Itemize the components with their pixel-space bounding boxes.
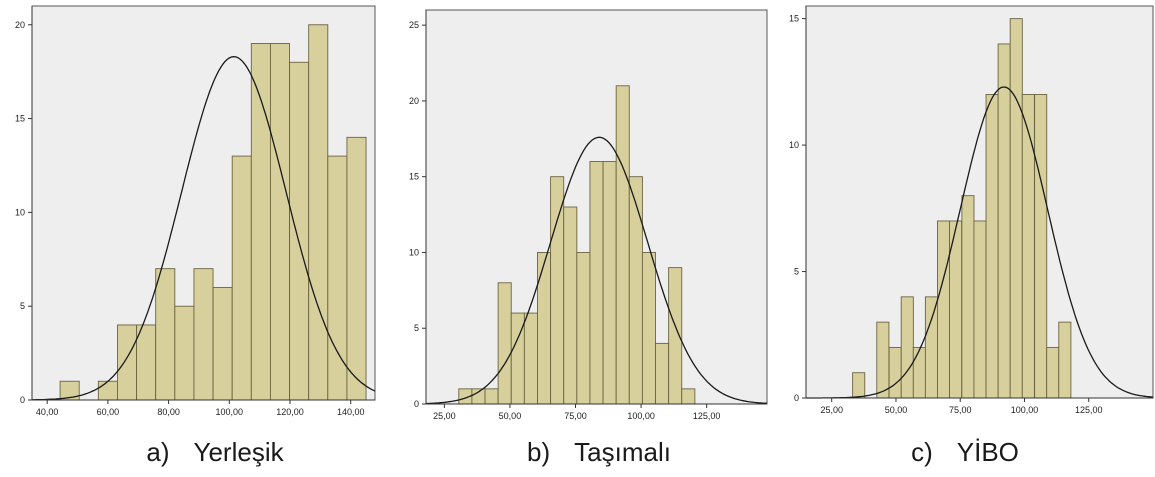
- y-tick-label: 15: [409, 172, 419, 182]
- histogram-bar: [681, 388, 696, 405]
- histogram-bar: [1046, 346, 1060, 399]
- x-tick-label: 25,00: [820, 405, 843, 415]
- histogram-yerlesik: 40,00 60,00 80,00 100,00 120,00 140,00 0 5 10 15 2…: [15, 5, 376, 417]
- x-tick-label: 50,00: [499, 411, 522, 421]
- x-tick-label: 75,00: [564, 411, 587, 421]
- histogram-bar: [212, 286, 233, 401]
- histogram-bar: [576, 252, 591, 405]
- histogram-bar: [523, 312, 538, 405]
- x-tick-label: 75,00: [949, 405, 972, 415]
- x-tick-label: 25,00: [433, 411, 456, 421]
- histogram-bar: [174, 305, 195, 401]
- histogram-bar: [912, 346, 926, 399]
- histogram-bar: [193, 268, 214, 401]
- caption-c-name: YİBO: [956, 437, 1019, 467]
- y-tick-label: 15: [789, 14, 799, 24]
- histogram-bar: [628, 176, 643, 405]
- histogram-yibo: 25,00 50,00 75,00 100,00 125,00 0 5 10 15: [789, 5, 1154, 415]
- histogram-bar: [900, 296, 914, 399]
- histogram-bar: [641, 252, 656, 405]
- y-tick-label: 20: [409, 96, 419, 106]
- histogram-bar: [997, 43, 1011, 399]
- x-tick-label: 100,00: [216, 407, 244, 417]
- histogram-bar: [136, 324, 157, 401]
- histogram-bar: [484, 388, 499, 405]
- histogram-bar: [655, 342, 670, 405]
- histogram-bar: [1009, 18, 1023, 399]
- histogram-bar: [497, 282, 512, 405]
- x-tick-label: 120,00: [276, 407, 304, 417]
- y-tick-label: 5: [414, 323, 419, 333]
- x-tick-label: 60,00: [97, 407, 120, 417]
- histogram-bar: [615, 85, 630, 405]
- x-tick-label: 140,00: [337, 407, 365, 417]
- normal-curve: [32, 56, 376, 401]
- x-tick-label: 100,00: [627, 411, 655, 421]
- y-tick-label: 5: [20, 301, 25, 311]
- caption-b: b) Taşımalı: [449, 437, 749, 468]
- histogram-bar: [1034, 94, 1048, 399]
- caption-a-name: Yerleşik: [193, 437, 284, 467]
- histogram-bar: [961, 195, 975, 399]
- histogram-bar: [269, 43, 291, 401]
- y-tick-label: 0: [794, 393, 799, 403]
- histogram-bar: [250, 43, 271, 401]
- caption-a-letter: a): [146, 437, 170, 467]
- histogram-bar: [888, 346, 902, 399]
- x-tick-label: 80,00: [157, 407, 180, 417]
- caption-c: c) YİBO: [815, 437, 1115, 468]
- y-tick-label: 10: [15, 207, 25, 217]
- x-tick-label: 125,00: [693, 411, 721, 421]
- histogram-bar: [589, 161, 604, 405]
- histogram-bar: [924, 296, 938, 399]
- y-tick-label: 0: [414, 399, 419, 409]
- histogram-bar: [231, 155, 252, 401]
- histogram-bar: [289, 61, 310, 401]
- histogram-bar: [97, 380, 118, 401]
- x-tick-label: 125,00: [1075, 405, 1103, 415]
- histogram-bar: [852, 372, 866, 399]
- x-tick-label: 50,00: [885, 405, 908, 415]
- y-tick-label: 0: [20, 395, 25, 405]
- caption-c-letter: c): [911, 437, 933, 467]
- histogram-panel-a: 40,00 60,00 80,00 100,00 120,00 140,00 0 5 10 15 2…: [0, 0, 380, 430]
- histogram-bar: [471, 388, 486, 405]
- y-tick-label: 5: [794, 267, 799, 277]
- histogram-tasimali: 25,00 50,00 75,00 100,00 125,00 0 5 10 15 20 25: [409, 9, 768, 421]
- y-tick-label: 10: [409, 247, 419, 257]
- histogram-bar: [116, 324, 138, 401]
- histogram-bar: [308, 24, 329, 401]
- y-tick-label: 10: [789, 140, 799, 150]
- histogram-bar: [155, 268, 176, 401]
- histogram-bar: [1021, 94, 1035, 399]
- y-tick-label: 15: [15, 114, 25, 124]
- normal-curve: [426, 136, 768, 405]
- histogram-panel-b: 25,00 50,00 75,00 100,00 125,00 0 5 10 15 20 25: [392, 0, 772, 430]
- normal-curve: [806, 86, 1154, 399]
- histogram-bar: [876, 321, 890, 399]
- caption-b-name: Taşımalı: [574, 437, 671, 467]
- histogram-bar: [537, 252, 552, 405]
- histogram-bar: [985, 94, 999, 399]
- histogram-bar: [346, 136, 367, 401]
- y-tick-label: 20: [15, 20, 25, 30]
- histogram-panel-c: 25,00 50,00 75,00 100,00 125,00 0 5 10 15: [778, 0, 1155, 430]
- histogram-bar: [602, 161, 617, 405]
- histogram-bar: [550, 176, 565, 405]
- caption-a: a) Yerleşik: [65, 437, 365, 468]
- histogram-bar: [1058, 321, 1072, 399]
- histogram-bar: [936, 220, 951, 399]
- caption-b-letter: b): [527, 437, 551, 467]
- histogram-bar: [563, 206, 578, 405]
- x-tick-label: 40,00: [36, 407, 59, 417]
- y-tick-label: 25: [409, 20, 419, 30]
- histogram-bar: [973, 220, 987, 399]
- x-tick-label: 100,00: [1011, 405, 1039, 415]
